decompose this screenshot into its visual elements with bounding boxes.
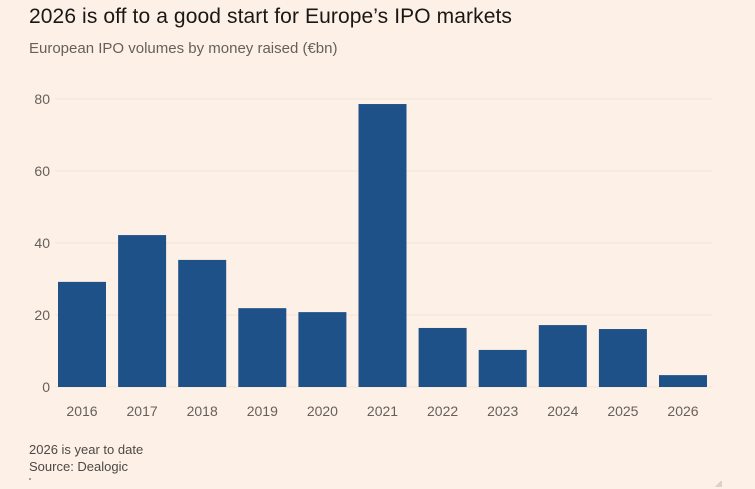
- bar-2023: [478, 349, 527, 387]
- bar-2019: [238, 308, 287, 387]
- bar-2018: [178, 259, 227, 387]
- x-axis-ticks: 2016 2017 2018 2019 2020 2021 2022 2023 2024 2025…: [66, 403, 698, 419]
- x-tick-label: 2017: [127, 403, 158, 419]
- y-tick-label: 80: [34, 91, 50, 107]
- bar-2026: [659, 375, 707, 387]
- bar-2024: [538, 325, 587, 387]
- x-tick-label: 2019: [247, 403, 278, 419]
- footer-dot: [29, 478, 31, 480]
- bars: [58, 104, 707, 387]
- y-axis-ticks: 0 20 40 60 80: [34, 91, 50, 395]
- bar-2025: [598, 329, 647, 387]
- source-note: Source: Dealogic: [29, 459, 128, 474]
- bar-2017: [118, 235, 167, 387]
- x-tick-label: 2022: [427, 403, 458, 419]
- bar-2022: [418, 327, 467, 387]
- x-tick-label: 2025: [607, 403, 638, 419]
- chart-footnote: 2026 is year to date Source: Dealogic: [29, 441, 143, 475]
- chart-subtitle: European IPO volumes by money raised (€b…: [29, 40, 338, 57]
- x-tick-label: 2021: [367, 403, 398, 419]
- y-tick-label: 40: [34, 235, 50, 251]
- x-tick-label: 2018: [187, 403, 218, 419]
- x-tick-label: 2016: [66, 403, 97, 419]
- y-tick-label: 20: [34, 307, 50, 323]
- x-tick-label: 2020: [307, 403, 338, 419]
- bar-2020: [298, 312, 347, 387]
- x-tick-label: 2023: [487, 403, 518, 419]
- bar-2021: [358, 104, 407, 387]
- x-tick-label: 2026: [667, 403, 698, 419]
- bar-2016: [58, 281, 106, 387]
- y-tick-label: 0: [42, 379, 50, 395]
- y-tick-label: 60: [34, 163, 50, 179]
- resize-handle-icon: [714, 481, 722, 487]
- footnote-ytd: 2026 is year to date: [29, 442, 144, 457]
- x-tick-label: 2024: [547, 403, 578, 419]
- chart-title: 2026 is off to a good start for Europe’s…: [29, 5, 513, 28]
